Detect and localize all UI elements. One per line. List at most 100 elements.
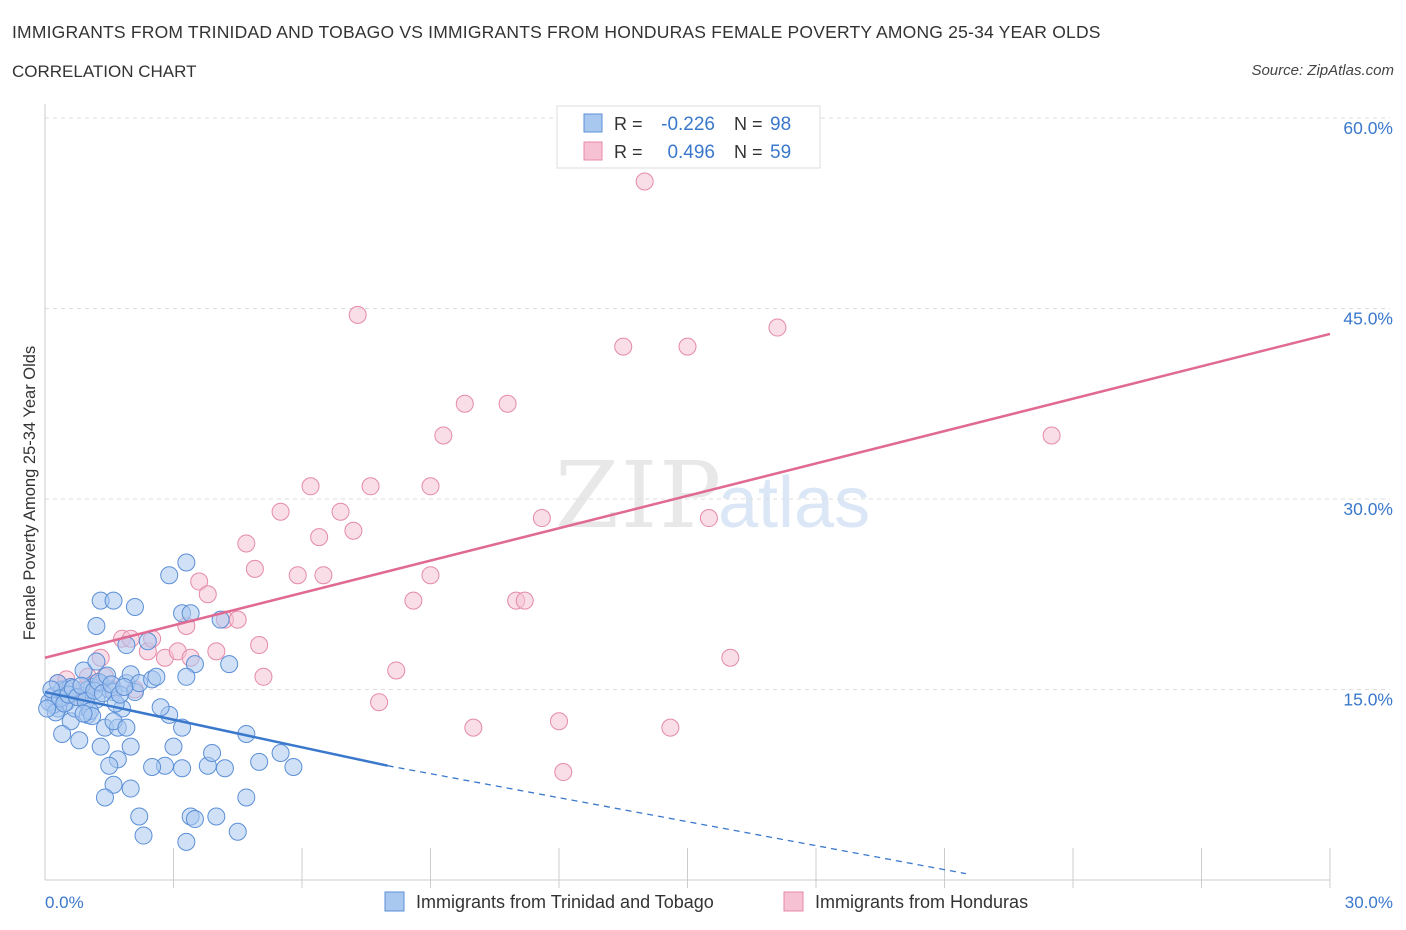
data-point: [185, 655, 204, 674]
stats-r-value-blue: -0.226: [661, 114, 715, 135]
data-point: [404, 591, 423, 610]
data-point: [91, 737, 110, 756]
data-point: [271, 502, 290, 521]
legend-swatch-trinidad: [384, 891, 405, 912]
data-point: [361, 477, 380, 496]
data-point: [344, 521, 363, 540]
data-point: [87, 617, 106, 635]
data-point: [387, 661, 406, 680]
series-trinidad-tobago: [38, 553, 303, 851]
y-tick-label: 30.0%: [1343, 499, 1393, 519]
x-tick-label-min: 0.0%: [45, 893, 84, 912]
stats-n-value-pink: 59: [770, 142, 791, 163]
stats-n-label-blue: N =: [734, 114, 763, 134]
y-axis-label: Female Poverty Among 25-34 Year Olds: [21, 346, 39, 640]
data-point: [250, 636, 269, 655]
x-tick-label-max: 30.0%: [1345, 893, 1393, 912]
data-point: [104, 591, 123, 610]
trend-line-honduras: [44, 332, 1331, 659]
data-point: [237, 788, 256, 807]
trend-line-trinidad: [44, 690, 388, 767]
data-point: [661, 718, 680, 737]
x-ticks: [173, 848, 1331, 888]
stats-legend-swatch-blue: [583, 113, 603, 133]
data-point: [464, 718, 483, 737]
data-point: [271, 744, 290, 762]
data-point: [370, 693, 389, 712]
data-point: [550, 712, 568, 731]
data-point: [532, 509, 551, 528]
data-point: [143, 757, 162, 776]
data-point: [151, 698, 170, 717]
data-point: [117, 718, 136, 737]
data-point: [699, 509, 718, 528]
stats-n-value-blue: 98: [770, 114, 791, 135]
stats-legend-swatch-pink: [583, 141, 603, 161]
data-point: [121, 737, 140, 756]
trend-line-trinidad-extension: [387, 765, 967, 875]
y-tick-label: 60.0%: [1343, 118, 1393, 138]
legend-label-honduras: Immigrants from Honduras: [815, 892, 1028, 912]
data-point: [125, 597, 144, 616]
data-point: [177, 553, 196, 572]
chart-subtitle: CORRELATION CHART: [12, 62, 197, 81]
stats-n-label-pink: N =: [734, 142, 763, 162]
data-point: [310, 528, 329, 547]
stats-r-value-pink: 0.496: [667, 142, 715, 163]
data-point: [147, 667, 166, 686]
data-point: [768, 318, 787, 337]
data-point: [121, 779, 140, 798]
legend-label-trinidad: Immigrants from Trinidad and Tobago: [416, 892, 714, 912]
data-point: [314, 566, 333, 585]
data-point: [220, 655, 239, 674]
data-point: [203, 744, 222, 762]
data-point: [721, 648, 740, 667]
data-point: [284, 757, 303, 776]
series-legend: Immigrants from Trinidad and Tobago Immi…: [384, 891, 1028, 912]
data-point: [421, 566, 440, 585]
data-point: [635, 172, 654, 191]
watermark-zip: ZIP: [555, 442, 723, 549]
data-point: [74, 704, 93, 723]
data-point: [288, 566, 307, 585]
data-point: [614, 337, 633, 356]
data-point: [207, 807, 226, 826]
y-tick-label: 15.0%: [1343, 690, 1393, 710]
chart-title: IMMIGRANTS FROM TRINIDAD AND TOBAGO VS I…: [12, 22, 1101, 42]
data-point: [348, 305, 367, 324]
data-point: [237, 534, 256, 553]
legend-swatch-honduras: [783, 891, 804, 912]
data-point: [198, 585, 217, 604]
data-point: [215, 759, 234, 778]
data-point: [160, 566, 179, 585]
data-point: [95, 788, 114, 807]
data-point: [38, 699, 57, 718]
data-point: [250, 752, 269, 771]
data-point: [100, 756, 119, 775]
data-point: [554, 763, 573, 782]
trend-lines: [44, 332, 1331, 875]
stats-r-label-blue: R =: [614, 114, 643, 134]
data-point: [177, 667, 196, 686]
data-point: [245, 559, 264, 578]
data-point: [254, 667, 273, 686]
data-point: [53, 724, 72, 743]
data-point: [228, 610, 247, 629]
data-point: [134, 826, 153, 845]
source-credit: Source: ZipAtlas.com: [1251, 62, 1394, 79]
stats-legend: R = -0.226 N = 98 R = 0.496 N = 59: [556, 105, 821, 169]
data-point: [177, 832, 196, 851]
data-point: [515, 591, 534, 610]
data-point: [185, 810, 204, 829]
data-point: [104, 775, 123, 794]
data-point: [301, 477, 320, 496]
data-point: [207, 642, 226, 661]
data-point: [115, 677, 134, 696]
data-point: [421, 477, 440, 496]
grid-lines: [45, 117, 1390, 690]
data-point: [455, 394, 474, 413]
y-tick-label: 45.0%: [1343, 309, 1393, 329]
data-point: [1042, 426, 1061, 445]
data-point: [87, 652, 106, 671]
